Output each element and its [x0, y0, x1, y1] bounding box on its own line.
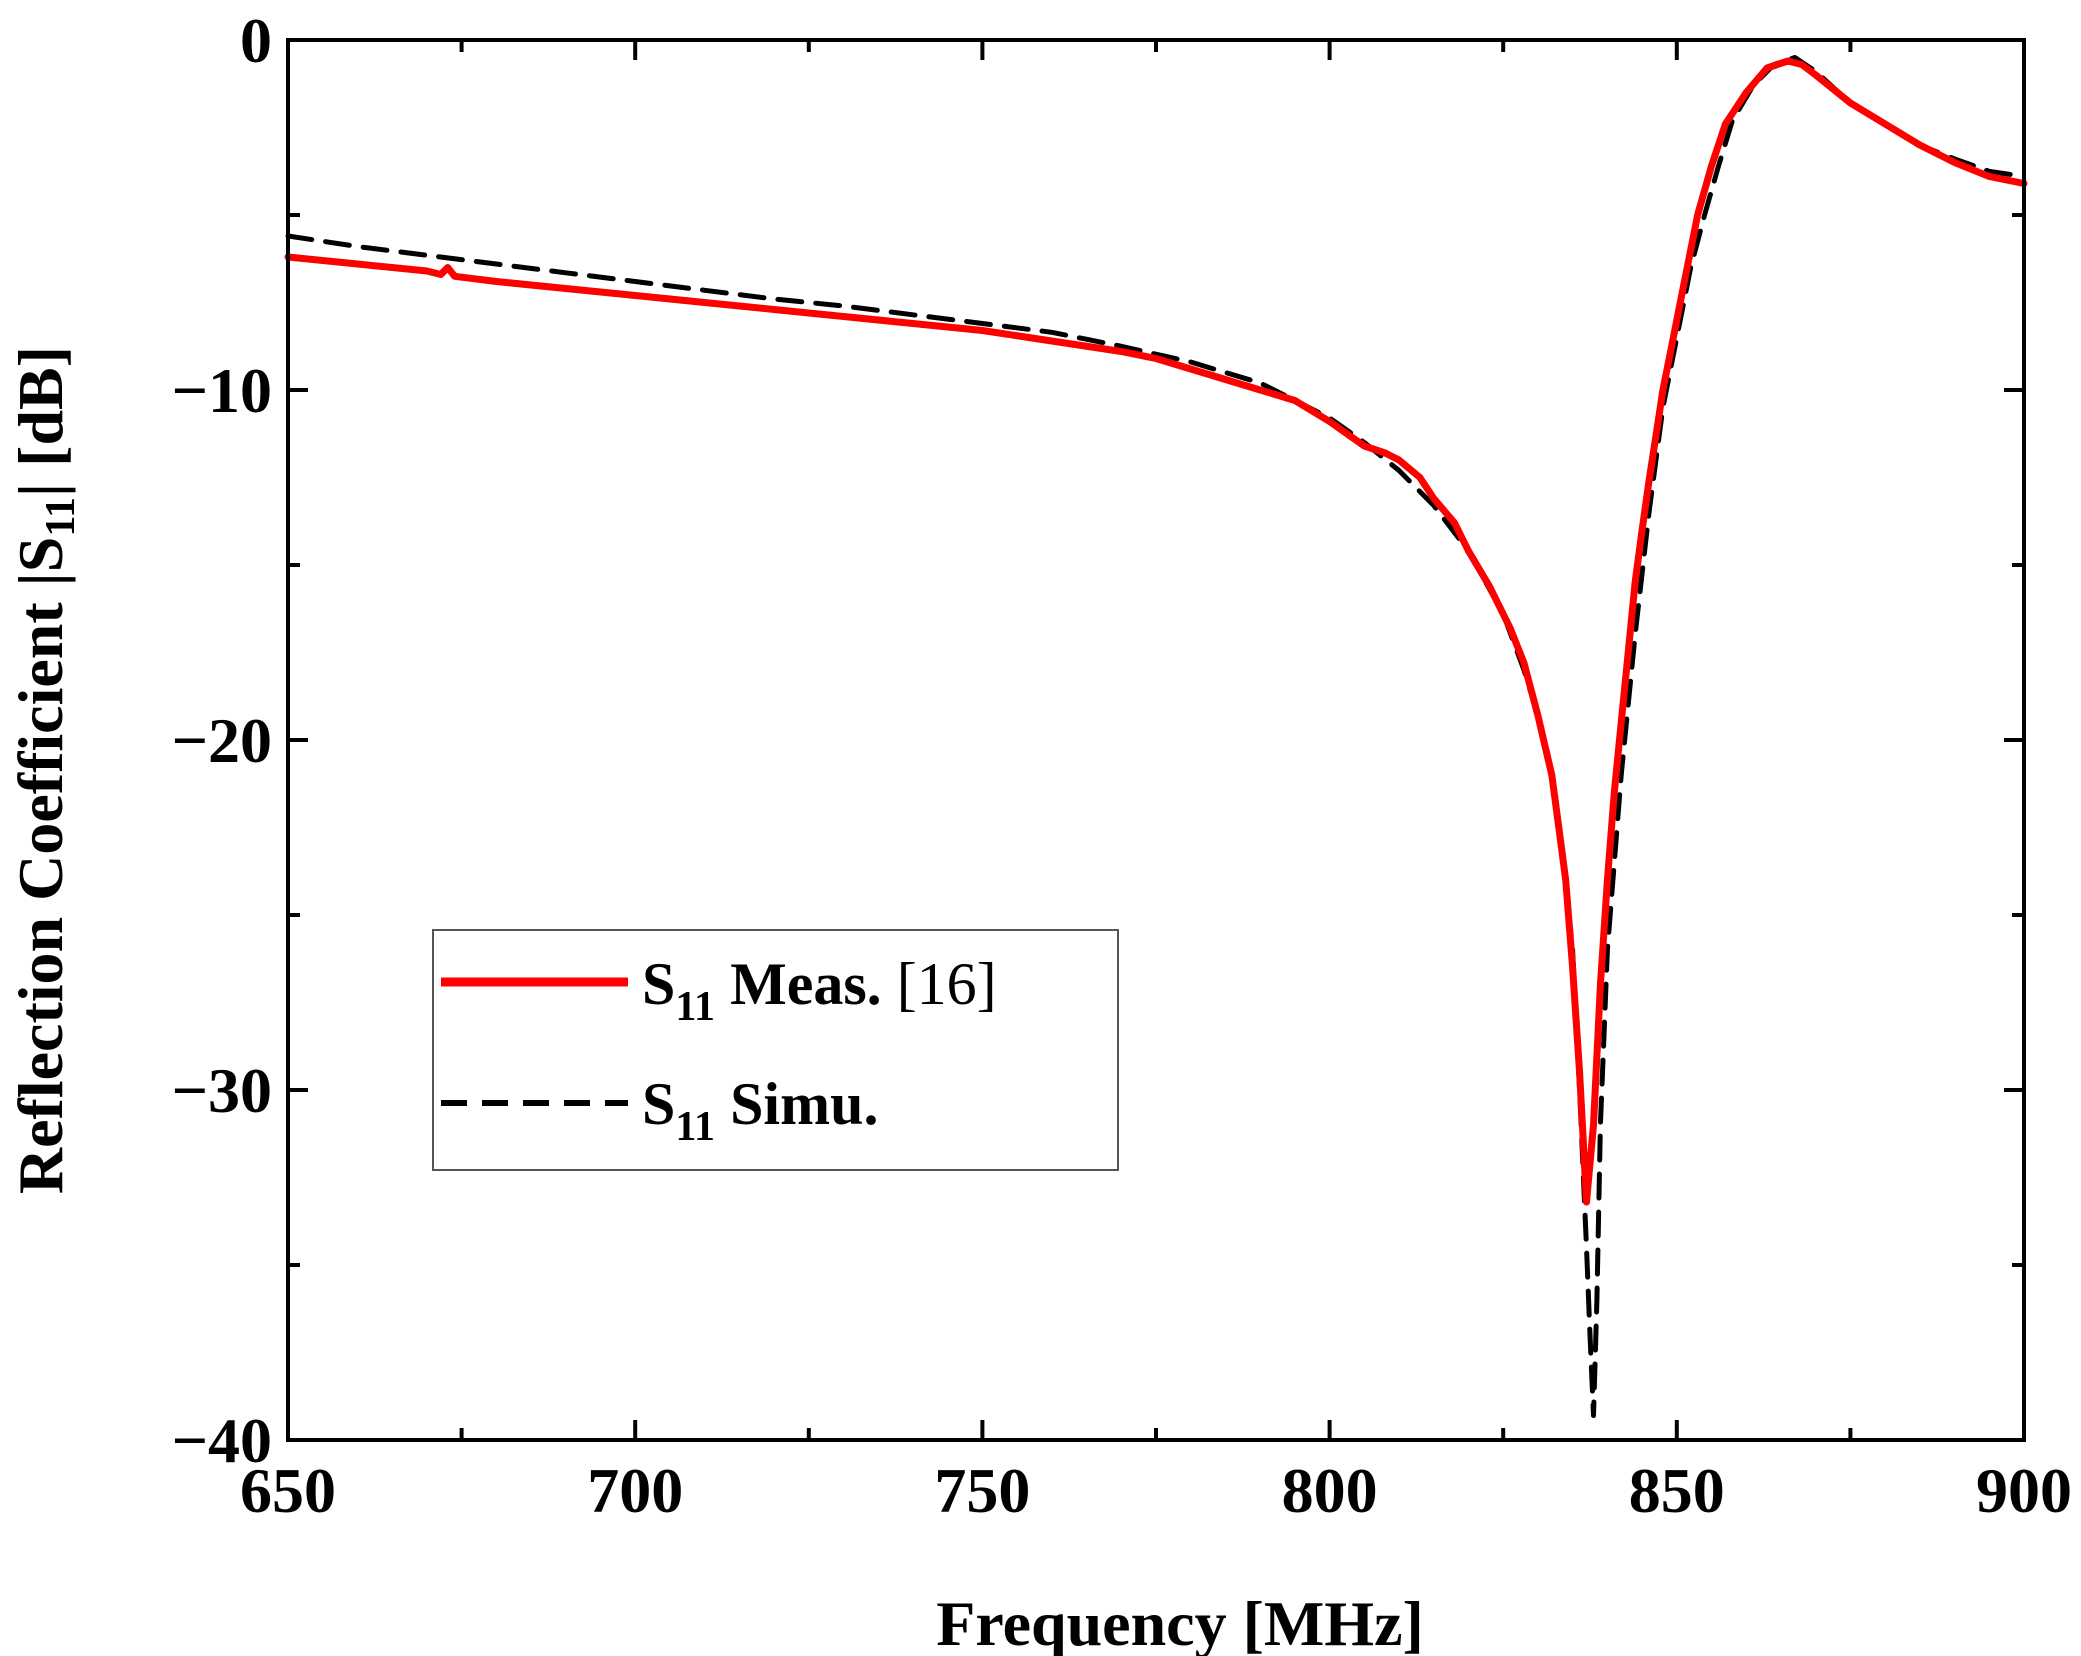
legend-label-simu: S11 Simu. [642, 1071, 878, 1150]
y-tick-label: −30 [172, 1055, 272, 1126]
legend: S11 Meas. [16] S11 Simu. [432, 929, 1119, 1171]
legend-box [432, 929, 1119, 1171]
y-axis-title: Reflection Coefficient |S11| [dB] [5, 346, 84, 1194]
legend-label-meas: S11 Meas. [16] [642, 951, 997, 1030]
legend-meas-sub: 11 [675, 984, 715, 1030]
y-axis-title-subscript: 11 [38, 497, 84, 537]
legend-meas-normal: [16] [897, 951, 997, 1017]
ticks-layer: 650 700 750 800 850 900 0 −10 −20 −30 −40 [172, 5, 2072, 1526]
series-line-meas [284, 57, 2028, 1206]
legend-meas-main: S [642, 951, 675, 1017]
y-tick-label: −20 [172, 705, 272, 776]
x-tick-label: 650 [240, 1455, 336, 1526]
x-axis-title: Frequency [MHz] [936, 1588, 1424, 1656]
x-tick-label: 900 [1976, 1455, 2072, 1526]
legend-simu-sub: 11 [675, 1104, 715, 1150]
series-layer [284, 55, 2028, 1418]
plot-frame [286, 38, 2026, 1442]
x-tick-label: 750 [934, 1455, 1030, 1526]
series-line-simu [285, 55, 2027, 1418]
x-tick-label: 700 [587, 1455, 683, 1526]
y-tick-label: 0 [240, 5, 272, 76]
x-tick-label: 850 [1629, 1455, 1725, 1526]
y-axis-title-suffix: | [dB] [5, 346, 76, 497]
y-tick-label: −40 [172, 1405, 272, 1476]
legend-meas-bold: Meas. [715, 951, 897, 1017]
y-axis-title-prefix: Reflection Coefficient |S [5, 537, 76, 1194]
y-tick-label: −10 [172, 355, 272, 426]
legend-simu-bold: Simu. [715, 1071, 878, 1137]
legend-simu-main: S [642, 1071, 675, 1137]
x-tick-label: 800 [1282, 1455, 1378, 1526]
